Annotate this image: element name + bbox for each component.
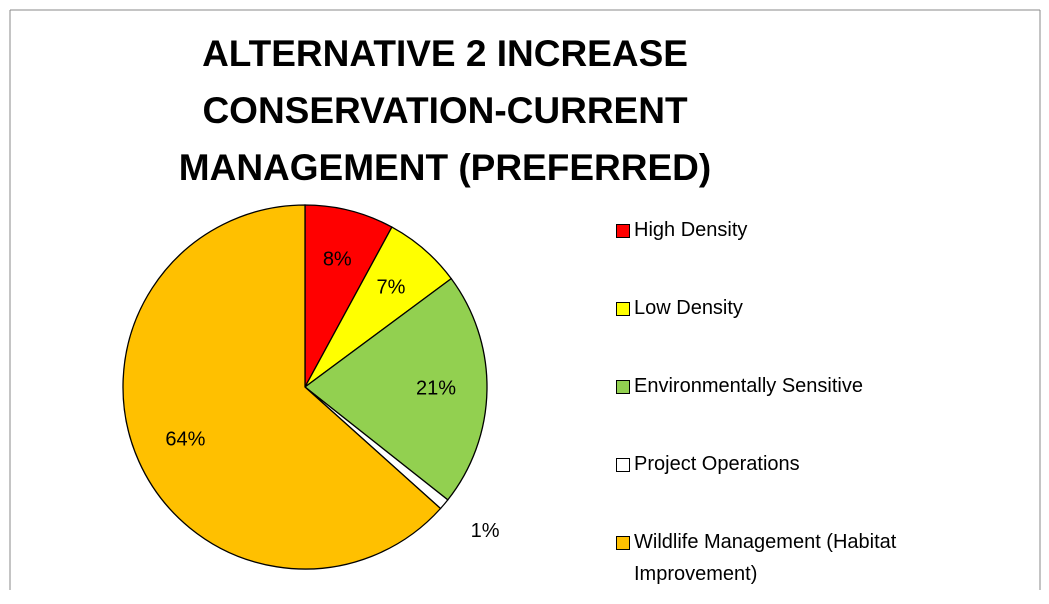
data-label: 1% — [471, 520, 500, 542]
legend-label: Project Operations — [634, 453, 800, 475]
legend-swatch — [616, 302, 630, 316]
legend-label: High Density — [634, 219, 748, 241]
legend-label: Low Density — [634, 297, 743, 319]
pie-slice — [122, 204, 442, 570]
legend-label: Environmentally Sensitive — [634, 375, 863, 397]
data-label: 7% — [376, 276, 405, 298]
legend-swatch — [616, 536, 630, 550]
legend-item: Low Density — [616, 292, 976, 370]
chart: 8% 7% 21% 1% 64% — [9, 9, 1041, 590]
page: 8% 7% 21% 1% 64% ALTERNATIVE 2 INCREASE CONS… — [9, 9, 1041, 590]
legend-item: Project Operations — [616, 448, 976, 526]
data-label: 8% — [323, 248, 352, 270]
data-label: 64% — [165, 429, 205, 451]
chart-title: ALTERNATIVE 2 INCREASE CONSERVATION-CURR… — [178, 33, 712, 188]
legend-swatch — [616, 380, 630, 394]
data-label: 21% — [416, 377, 456, 399]
pie-slice — [303, 277, 488, 501]
legend-swatch — [616, 224, 630, 238]
legend-item: Environmentally Sensitive — [616, 370, 976, 448]
legend-item: High Density — [616, 214, 976, 292]
legend: High Density Low Density Environmentally S… — [616, 214, 976, 604]
legend-item: Wildlife Management (Habitat Improvement… — [616, 526, 976, 604]
pie-slice — [304, 204, 393, 388]
legend-label: Wildlife Management (Habitat Improvement… — [634, 531, 897, 585]
legend-swatch — [616, 458, 630, 472]
